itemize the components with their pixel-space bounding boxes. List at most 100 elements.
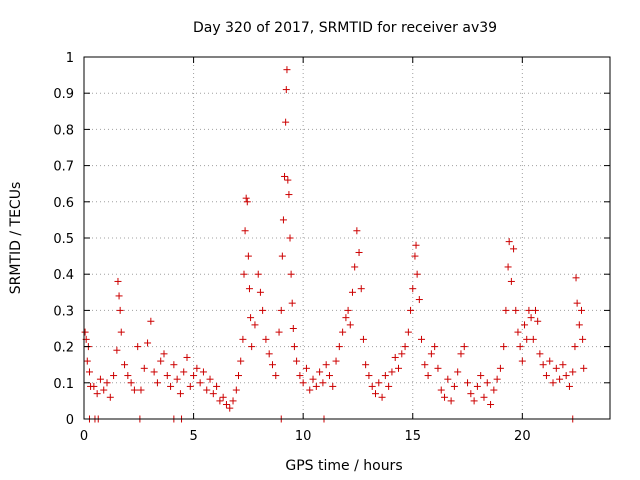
data-point (344, 306, 352, 314)
data-point (322, 361, 330, 369)
data-point (256, 288, 264, 296)
data-point (460, 343, 468, 351)
y-tick-label: 0.6 (53, 196, 74, 211)
data-point (134, 343, 142, 351)
data-point (219, 393, 227, 401)
data-point (265, 350, 273, 358)
data-point (173, 375, 181, 383)
data-point (504, 263, 512, 271)
data-point (137, 386, 145, 394)
data-point (226, 404, 234, 412)
data-point (144, 339, 152, 347)
data-point (490, 386, 498, 394)
data-point (103, 379, 111, 387)
data-point (412, 241, 420, 249)
data-point (496, 364, 504, 372)
data-point (232, 386, 240, 394)
data-point (259, 306, 267, 314)
data-point (299, 379, 307, 387)
data-point (565, 382, 573, 390)
data-point (163, 372, 171, 380)
data-point (229, 397, 237, 405)
data-point (287, 270, 295, 278)
data-point (505, 238, 513, 246)
data-point (365, 372, 373, 380)
data-point (480, 393, 488, 401)
data-point (100, 386, 108, 394)
data-point (531, 306, 539, 314)
data-point (415, 296, 423, 304)
data-point (248, 343, 256, 351)
data-point (93, 390, 101, 398)
data-point (106, 393, 114, 401)
data-point (529, 335, 537, 343)
data-point (124, 372, 132, 380)
data-point (388, 368, 396, 376)
data-point (381, 372, 389, 380)
data-point (473, 382, 481, 390)
data-point (556, 375, 564, 383)
data-point (542, 372, 550, 380)
data-point (518, 357, 526, 365)
data-point (282, 86, 290, 94)
data-point (527, 314, 535, 322)
x-axis-title: GPS time / hours (285, 458, 402, 474)
data-point (413, 270, 421, 278)
x-tick-label: 5 (189, 429, 197, 444)
data-point (81, 328, 89, 336)
data-point (523, 335, 531, 343)
data-point (575, 321, 583, 329)
data-point (216, 397, 224, 405)
data-point (507, 277, 515, 285)
data-point (245, 285, 253, 293)
grid-lines (84, 57, 610, 419)
data-point (153, 379, 161, 387)
data-point (424, 372, 432, 380)
data-point (580, 364, 588, 372)
data-point (296, 372, 304, 380)
data-point (222, 401, 230, 409)
data-point (247, 314, 255, 322)
y-tick-label: 0.4 (53, 268, 74, 283)
data-point (368, 382, 376, 390)
data-point (552, 364, 560, 372)
data-point (206, 375, 214, 383)
data-point (116, 306, 124, 314)
data-point (90, 382, 98, 390)
data-point (450, 382, 458, 390)
data-point (288, 299, 296, 307)
data-point (286, 234, 294, 242)
y-axis-title: SRMTID / TECUs (8, 182, 24, 295)
data-point (444, 375, 452, 383)
data-point (309, 375, 317, 383)
data-point (140, 364, 148, 372)
data-point (371, 390, 379, 398)
data-point (483, 379, 491, 387)
tick-marks (83, 56, 610, 420)
data-point (342, 314, 350, 322)
chart-title: Day 320 of 2017, SRMTID for receiver av3… (193, 20, 497, 36)
data-point (418, 335, 426, 343)
data-point (401, 343, 409, 351)
data-point (346, 321, 354, 329)
data-point (160, 350, 168, 358)
data-point (571, 343, 579, 351)
data-point (411, 252, 419, 260)
data-point (237, 357, 245, 365)
data-point (559, 361, 567, 369)
data-point (167, 382, 175, 390)
data-point (127, 379, 135, 387)
data-point (150, 368, 158, 376)
data-point (536, 350, 544, 358)
data-point (213, 382, 221, 390)
data-point (512, 306, 520, 314)
data-point (514, 328, 522, 336)
data-point (186, 382, 194, 390)
data-point (115, 292, 123, 300)
data-point (539, 361, 547, 369)
data-point (357, 285, 365, 293)
data-point (114, 277, 122, 285)
x-tick-label: 10 (295, 429, 312, 444)
